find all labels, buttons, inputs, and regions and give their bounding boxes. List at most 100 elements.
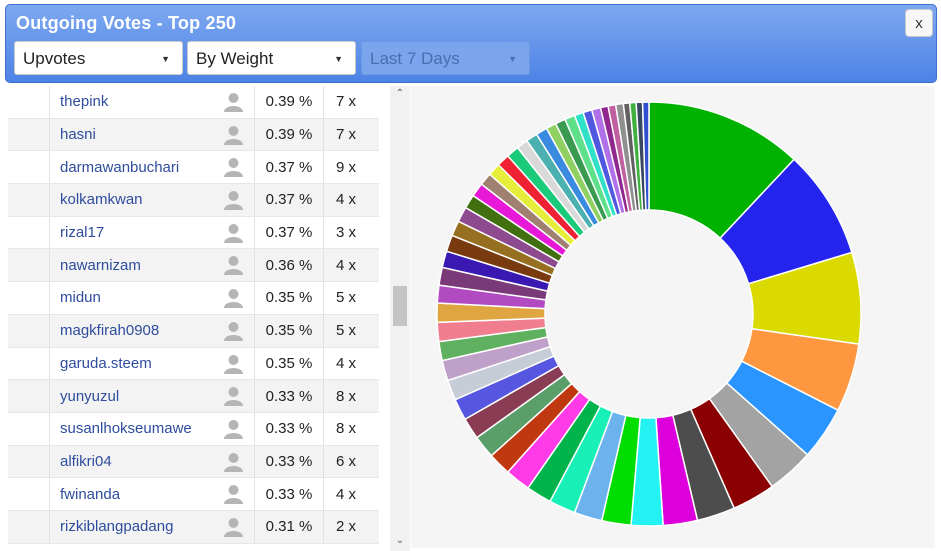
vote-type-select[interactable]: Upvotes ▼ bbox=[14, 41, 183, 75]
vote-percent: 0.37 % bbox=[254, 151, 323, 184]
user-icon bbox=[224, 223, 243, 243]
vote-count: 2 x bbox=[323, 510, 378, 543]
vote-count: 6 x bbox=[323, 445, 378, 478]
list-item: rizal17 0.37 % 3 x bbox=[8, 216, 379, 250]
rank-cell bbox=[8, 445, 50, 478]
list-item: hasni 0.39 % 7 x bbox=[8, 118, 379, 152]
user-icon bbox=[224, 321, 243, 341]
voter-name-link[interactable]: hasni bbox=[60, 126, 96, 144]
donut-slice[interactable] bbox=[641, 101, 650, 211]
vote-count: 9 x bbox=[323, 151, 378, 184]
dialog-title: Outgoing Votes - Top 250 bbox=[16, 13, 237, 33]
voter-name-link[interactable]: darmawanbuchari bbox=[60, 158, 180, 176]
list-item: fwinanda 0.33 % 4 x bbox=[8, 478, 379, 511]
chevron-down-icon: ▼ bbox=[508, 54, 517, 64]
vote-percent: 0.39 % bbox=[254, 86, 323, 118]
rank-cell bbox=[8, 347, 50, 380]
rank-cell bbox=[8, 216, 50, 249]
list-item: midun 0.35 % 5 x bbox=[8, 282, 379, 315]
vote-count: 7 x bbox=[323, 118, 378, 151]
sort-select[interactable]: By Weight ▼ bbox=[187, 41, 356, 75]
sort-value: By Weight bbox=[196, 49, 274, 68]
rank-cell bbox=[8, 151, 50, 184]
vote-percent: 0.31 % bbox=[254, 510, 323, 543]
rank-cell bbox=[8, 380, 50, 412]
user-icon bbox=[224, 256, 243, 276]
vote-count: 4 x bbox=[323, 478, 378, 510]
voter-name-link[interactable]: garuda.steem bbox=[60, 354, 152, 372]
list-item: susanlhokseumawe 0.33 % 8 x bbox=[8, 412, 379, 446]
user-icon bbox=[224, 387, 243, 407]
user-icon bbox=[224, 452, 243, 472]
votes-donut-chart bbox=[411, 86, 935, 548]
list-item: yunyuzul 0.33 % 8 x bbox=[8, 380, 379, 413]
vote-count: 5 x bbox=[323, 282, 378, 314]
rank-cell bbox=[8, 510, 50, 543]
vote-count: 8 x bbox=[323, 412, 378, 445]
period-value: Last 7 Days bbox=[370, 49, 460, 68]
vote-count: 4 x bbox=[323, 184, 378, 216]
vote-percent: 0.33 % bbox=[254, 445, 323, 478]
vote-count: 3 x bbox=[323, 216, 378, 249]
vote-count: 4 x bbox=[323, 347, 378, 380]
vote-count: 7 x bbox=[323, 86, 378, 118]
vote-type-value: Upvotes bbox=[23, 49, 86, 68]
donut-svg bbox=[436, 101, 862, 527]
vote-percent: 0.33 % bbox=[254, 380, 323, 412]
rank-cell bbox=[8, 118, 50, 151]
close-button[interactable]: x bbox=[905, 9, 933, 37]
vote-percent: 0.35 % bbox=[254, 314, 323, 347]
vote-percent: 0.35 % bbox=[254, 347, 323, 380]
vote-percent: 0.39 % bbox=[254, 118, 323, 151]
vote-count: 4 x bbox=[323, 249, 378, 282]
chevron-down-icon: ▼ bbox=[161, 54, 170, 64]
user-icon bbox=[224, 93, 243, 112]
voter-name-link[interactable]: rizal17 bbox=[60, 224, 105, 242]
list-item: garuda.steem 0.35 % 4 x bbox=[8, 347, 379, 381]
vote-count: 8 x bbox=[323, 380, 378, 412]
voter-list: thepink 0.39 % 7 x hasni 0.39 % 7 x darm… bbox=[8, 86, 379, 551]
voter-name-link[interactable]: nawarnizam bbox=[60, 256, 141, 274]
voter-name-link[interactable]: midun bbox=[60, 289, 101, 307]
rank-cell bbox=[8, 184, 50, 216]
vote-count: 5 x bbox=[323, 314, 378, 347]
voter-name-link[interactable]: thepink bbox=[60, 93, 109, 111]
list-item: rizkiblangpadang 0.31 % 2 x bbox=[8, 510, 379, 544]
scroll-up-icon[interactable]: ⌃ bbox=[395, 87, 405, 99]
list-item: thepink 0.39 % 7 x bbox=[8, 86, 379, 119]
user-icon bbox=[224, 419, 243, 439]
vote-percent: 0.36 % bbox=[254, 249, 323, 282]
rank-cell bbox=[8, 314, 50, 347]
list-item: alfikri04 0.33 % 6 x bbox=[8, 445, 379, 479]
vote-percent: 0.37 % bbox=[254, 216, 323, 249]
voter-rows: thepink 0.39 % 7 x hasni 0.39 % 7 x darm… bbox=[8, 86, 379, 544]
voter-name-link[interactable]: susanlhokseumawe bbox=[60, 420, 192, 438]
vote-percent: 0.33 % bbox=[254, 412, 323, 445]
scroll-down-icon[interactable]: ⌄ bbox=[395, 534, 405, 546]
list-scrollbar[interactable]: ⌃ ⌄ bbox=[390, 86, 410, 551]
scroll-thumb[interactable] bbox=[393, 286, 407, 326]
user-icon bbox=[224, 354, 243, 374]
rank-cell bbox=[8, 249, 50, 282]
rank-cell bbox=[8, 412, 50, 445]
voter-name-link[interactable]: fwinanda bbox=[60, 485, 121, 503]
list-item: darmawanbuchari 0.37 % 9 x bbox=[8, 151, 379, 185]
list-item: nawarnizam 0.36 % 4 x bbox=[8, 249, 379, 283]
vote-percent: 0.37 % bbox=[254, 184, 323, 216]
user-icon bbox=[224, 517, 243, 537]
period-select: Last 7 Days ▼ bbox=[361, 41, 530, 75]
voter-name-link[interactable]: yunyuzul bbox=[60, 387, 120, 405]
vote-percent: 0.35 % bbox=[254, 282, 323, 314]
vote-percent: 0.33 % bbox=[254, 478, 323, 510]
user-icon bbox=[224, 289, 243, 309]
user-icon bbox=[224, 191, 243, 211]
user-icon bbox=[224, 485, 243, 505]
voter-name-link[interactable]: rizkiblangpadang bbox=[60, 518, 174, 536]
voter-name-link[interactable]: kolkamkwan bbox=[60, 191, 143, 209]
rank-cell bbox=[8, 478, 50, 510]
chevron-down-icon: ▼ bbox=[334, 54, 343, 64]
list-item: kolkamkwan 0.37 % 4 x bbox=[8, 184, 379, 217]
voter-name-link[interactable]: alfikri04 bbox=[60, 452, 112, 470]
voter-name-link[interactable]: magkfirah0908 bbox=[60, 322, 160, 340]
